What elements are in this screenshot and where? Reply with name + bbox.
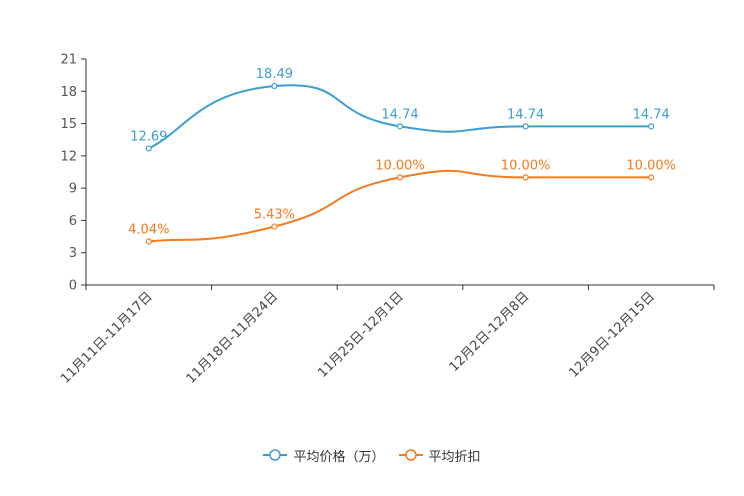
series-line	[148, 169, 652, 243]
data-point	[396, 174, 404, 181]
data-point	[145, 238, 152, 245]
data-point	[271, 82, 278, 90]
series-layer: 12.69 18.49 14.74 14.74 14.74 4.04% 5.43% 10.00…	[128, 67, 676, 245]
data-point	[522, 174, 529, 181]
data-point	[396, 123, 404, 130]
x-axis: 11月11日-11月17日 11月18日-11月24日 11月25日-12月1日 12…	[58, 284, 715, 387]
y-tick-label: 15	[60, 117, 77, 132]
legend-label-price: 平均价格（万）	[293, 449, 385, 465]
legend-item-price[interactable]: 平均价格（万）	[263, 446, 385, 465]
series-1: 4.04% 5.43% 10.00% 10.00% 10.00%	[128, 158, 676, 245]
data-label: 14.74	[633, 107, 670, 122]
legend-item-discount[interactable]: 平均折扣	[398, 446, 481, 465]
data-point	[145, 145, 152, 152]
y-tick-label: 18	[60, 85, 77, 100]
data-label: 14.74	[507, 107, 544, 122]
legend: 平均价格（万） 平均折扣	[0, 446, 744, 465]
y-axis: 0 3 6 9 12 15 18 21	[60, 53, 87, 294]
series-0: 12.69 18.49 14.74 14.74 14.74	[130, 67, 670, 152]
data-point	[271, 223, 278, 230]
y-tick-label: 21	[60, 53, 77, 68]
data-point	[648, 174, 655, 181]
data-label: 14.74	[381, 107, 418, 122]
x-tick-label: 11月18日-11月24日	[184, 289, 281, 386]
data-label: 4.04%	[128, 223, 169, 238]
data-label: 10.00%	[375, 158, 425, 173]
x-tick-label: 12月9日-12月15日	[566, 289, 658, 381]
data-label: 10.00%	[626, 158, 676, 173]
data-label: 5.43%	[254, 208, 295, 223]
data-point	[522, 123, 529, 130]
x-tick-label: 11月25日-12月1日	[315, 289, 407, 381]
y-tick-label: 6	[69, 214, 77, 229]
data-label: 18.49	[256, 67, 293, 82]
y-tick-label: 12	[60, 149, 77, 164]
legend-line-marker-icon	[398, 449, 423, 461]
x-tick-label: 12月2日-12月8日	[447, 289, 533, 375]
y-tick-label: 3	[69, 246, 77, 261]
y-tick-label: 0	[69, 279, 77, 294]
legend-line-marker-icon	[263, 449, 288, 461]
data-label: 12.69	[130, 129, 167, 144]
legend-label-discount: 平均折扣	[428, 449, 481, 465]
y-tick-label: 9	[69, 182, 77, 197]
data-point	[648, 123, 655, 130]
data-label: 10.00%	[501, 158, 551, 173]
x-tick-label: 11月11日-11月17日	[58, 289, 155, 386]
